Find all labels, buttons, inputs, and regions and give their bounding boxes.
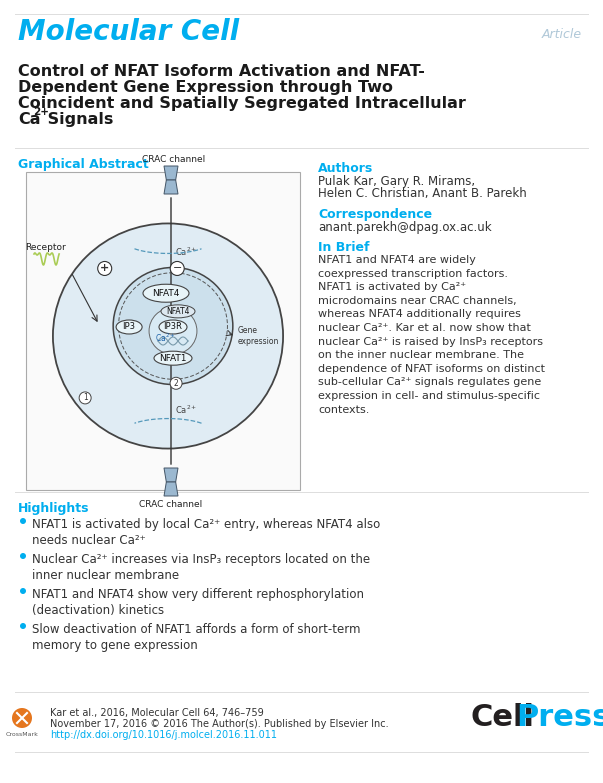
Text: Ca$^{2+}$: Ca$^{2+}$ — [155, 331, 175, 344]
Circle shape — [20, 623, 26, 629]
Text: IP3R: IP3R — [163, 323, 183, 331]
Text: CrossMark: CrossMark — [5, 732, 39, 737]
Text: Authors: Authors — [318, 162, 373, 175]
Polygon shape — [164, 482, 178, 496]
Ellipse shape — [161, 305, 195, 318]
Polygon shape — [164, 468, 178, 482]
Text: 1: 1 — [83, 393, 87, 402]
Text: 2: 2 — [174, 379, 178, 388]
Circle shape — [170, 262, 184, 276]
Ellipse shape — [53, 223, 283, 449]
Circle shape — [20, 588, 26, 594]
Ellipse shape — [116, 320, 142, 334]
Text: anant.parekh@dpag.ox.ac.uk: anant.parekh@dpag.ox.ac.uk — [318, 221, 491, 234]
Text: Ca$^{2+}$: Ca$^{2+}$ — [175, 404, 197, 416]
Text: Correspondence: Correspondence — [318, 208, 432, 221]
Text: Signals: Signals — [42, 112, 113, 127]
Circle shape — [98, 262, 112, 276]
Text: IP3: IP3 — [122, 323, 136, 331]
Ellipse shape — [143, 284, 189, 302]
Text: NFAT1 and NFAT4 are widely
coexpressed transcription factors.
NFAT1 is activated: NFAT1 and NFAT4 are widely coexpressed t… — [318, 255, 545, 415]
Text: Pulak Kar, Gary R. Mirams,: Pulak Kar, Gary R. Mirams, — [318, 175, 475, 188]
Ellipse shape — [113, 268, 233, 384]
Circle shape — [20, 553, 26, 559]
Text: Cell: Cell — [470, 703, 534, 733]
Bar — [26, 172, 300, 490]
Text: Ca$^{2+}$: Ca$^{2+}$ — [175, 246, 197, 258]
Text: http://dx.doi.org/10.1016/j.molcel.2016.11.011: http://dx.doi.org/10.1016/j.molcel.2016.… — [50, 730, 277, 740]
Polygon shape — [164, 166, 178, 180]
Text: +: + — [100, 263, 109, 273]
Text: NFAT1 is activated by local Ca²⁺ entry, whereas NFAT4 also
needs nuclear Ca²⁺: NFAT1 is activated by local Ca²⁺ entry, … — [32, 518, 380, 547]
Text: Helen C. Christian, Anant B. Parekh: Helen C. Christian, Anant B. Parekh — [318, 187, 527, 200]
Text: November 17, 2016 © 2016 The Author(s). Published by Elsevier Inc.: November 17, 2016 © 2016 The Author(s). … — [50, 719, 388, 729]
Ellipse shape — [149, 308, 197, 355]
Ellipse shape — [154, 352, 192, 365]
Text: Control of NFAT Isoform Activation and NFAT-: Control of NFAT Isoform Activation and N… — [18, 64, 425, 79]
Text: Molecular Cell: Molecular Cell — [18, 18, 239, 46]
Text: Receptor: Receptor — [25, 243, 66, 252]
Text: In Brief: In Brief — [318, 241, 370, 254]
Circle shape — [20, 518, 26, 524]
Polygon shape — [164, 180, 178, 194]
Circle shape — [79, 392, 91, 404]
Text: Highlights: Highlights — [18, 502, 89, 515]
Text: NFAT4: NFAT4 — [153, 289, 180, 298]
Text: Nuclear Ca²⁺ increases via InsP₃ receptors located on the
inner nuclear membrane: Nuclear Ca²⁺ increases via InsP₃ recepto… — [32, 553, 370, 582]
Text: Dependent Gene Expression through Two: Dependent Gene Expression through Two — [18, 80, 393, 95]
Text: NFAT1 and NFAT4 show very different rephosphorylation
(deactivation) kinetics: NFAT1 and NFAT4 show very different reph… — [32, 588, 364, 617]
Text: Slow deactivation of NFAT1 affords a form of short-term
memory to gene expressio: Slow deactivation of NFAT1 affords a for… — [32, 623, 361, 652]
Text: NFAT4: NFAT4 — [166, 307, 190, 316]
Circle shape — [170, 377, 182, 389]
Text: −: − — [172, 263, 182, 273]
Text: CRAC channel: CRAC channel — [139, 500, 203, 509]
Text: Graphical Abstract: Graphical Abstract — [18, 158, 149, 171]
Text: Article: Article — [542, 28, 582, 41]
Circle shape — [12, 708, 32, 728]
Text: Press: Press — [516, 703, 603, 733]
Text: Kar et al., 2016, Molecular Cell 64, 746–759: Kar et al., 2016, Molecular Cell 64, 746… — [50, 708, 264, 718]
Text: NFAT1: NFAT1 — [159, 354, 187, 363]
Text: Ca: Ca — [18, 112, 40, 127]
Text: 2+: 2+ — [33, 107, 49, 117]
Ellipse shape — [159, 320, 187, 334]
Text: CRAC channel: CRAC channel — [142, 155, 206, 164]
Text: Gene
expression: Gene expression — [238, 327, 279, 346]
Text: Coincident and Spatially Segregated Intracellular: Coincident and Spatially Segregated Intr… — [18, 96, 466, 111]
